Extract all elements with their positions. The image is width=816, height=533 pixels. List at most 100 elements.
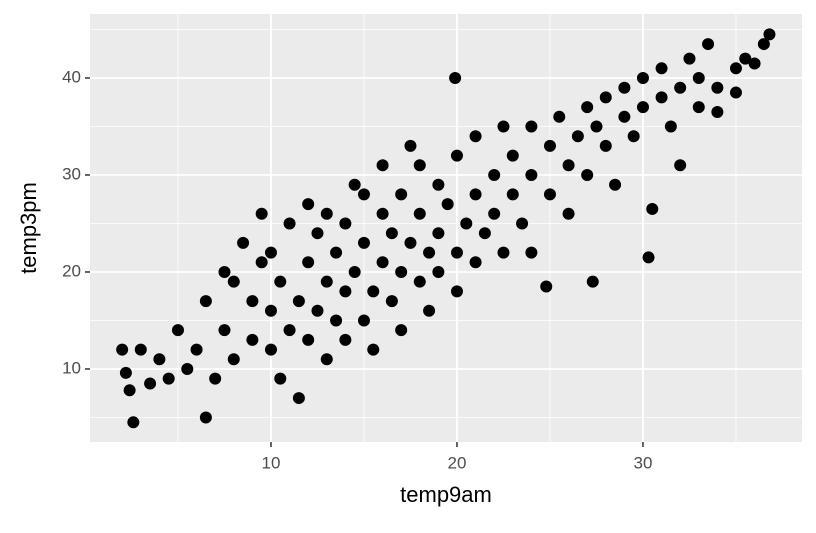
point [525,120,538,133]
point [543,188,556,201]
point [450,149,463,162]
point [692,72,705,85]
point [664,120,677,133]
point [123,384,136,397]
point [283,324,296,337]
point [636,72,649,85]
point [367,285,380,298]
point [357,236,370,249]
point [237,236,250,249]
point [385,227,398,240]
point [711,105,724,118]
point [432,227,445,240]
point [395,265,408,278]
point [292,295,305,308]
point [543,139,556,152]
point [413,207,426,220]
point [590,120,603,133]
point [729,86,742,99]
point [199,411,212,424]
x-tick-label: 20 [448,453,467,472]
point [497,120,510,133]
y-axis-title: temp3pm [16,182,41,274]
point [469,188,482,201]
point [729,62,742,75]
point [339,285,352,298]
point [385,295,398,308]
point [404,139,417,152]
point [144,377,157,390]
point [264,343,277,356]
point [320,275,333,288]
point [642,251,655,264]
point [339,217,352,230]
point [348,265,361,278]
point [562,207,575,220]
point [423,246,436,259]
point [609,178,622,191]
point [506,149,519,162]
point [683,52,696,65]
point [357,314,370,327]
point [376,159,389,172]
y-tick-label: 10 [62,358,81,377]
point [330,246,343,259]
point [739,52,752,65]
point [264,246,277,259]
point [404,236,417,249]
point [227,353,240,366]
point [692,101,705,114]
point [320,353,333,366]
point [674,81,687,94]
point [134,343,147,356]
point [218,324,231,337]
point [646,202,659,215]
point [283,217,296,230]
point [116,343,129,356]
point [636,101,649,114]
point [227,275,240,288]
point [460,217,473,230]
point [599,91,612,104]
point [757,38,770,51]
point [292,392,305,405]
point [449,72,462,85]
point [748,57,761,70]
point [320,207,333,220]
point [506,188,519,201]
point [432,178,445,191]
point [339,333,352,346]
point [376,256,389,269]
x-tick-label: 10 [262,453,281,472]
point [525,168,538,181]
point [367,343,380,356]
point [311,304,324,317]
point [348,178,361,191]
point [395,324,408,337]
point [488,207,501,220]
point [302,256,315,269]
point [302,198,315,211]
point [618,110,631,123]
x-axis-title: temp9am [400,482,492,507]
point [702,38,715,51]
point [763,28,776,41]
point [209,372,222,385]
point [357,188,370,201]
point [581,101,594,114]
point [255,207,268,220]
point [581,168,594,181]
point [302,333,315,346]
point [618,81,631,94]
point [162,372,175,385]
point [655,62,668,75]
point [274,275,287,288]
point [246,333,259,346]
point [516,217,529,230]
point [376,207,389,220]
point [413,275,426,288]
point [171,324,184,337]
y-tick-label: 40 [62,67,81,86]
point [599,139,612,152]
